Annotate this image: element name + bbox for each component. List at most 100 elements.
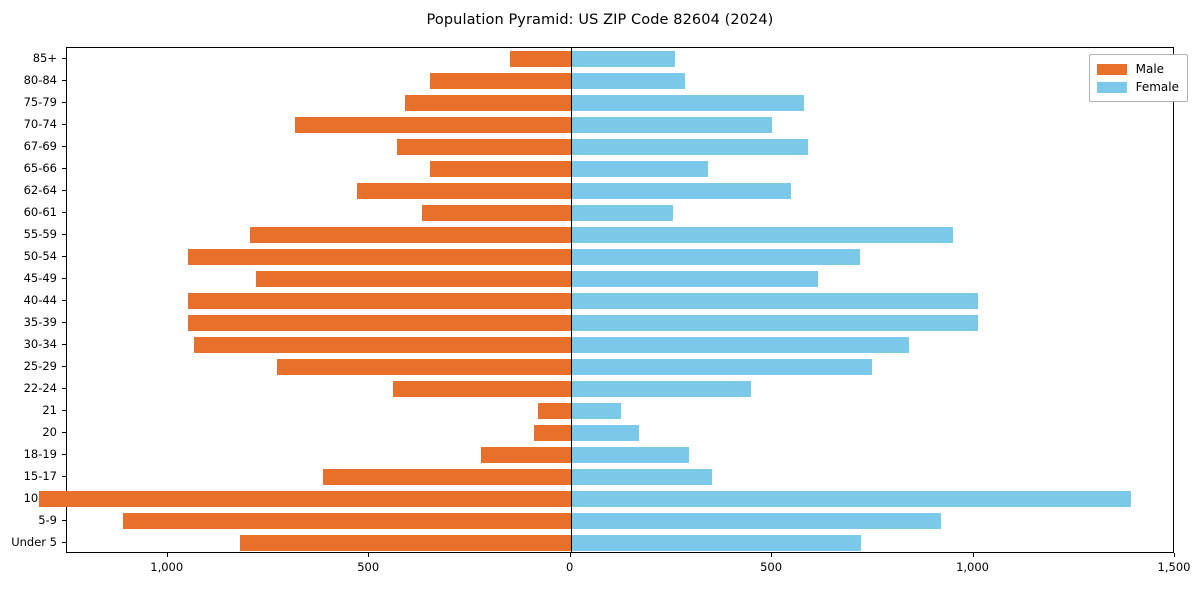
y-axis-tick-mark	[62, 212, 66, 214]
y-axis-tick-mark	[62, 190, 66, 192]
y-axis-tick-label: 45-49	[23, 271, 57, 285]
legend-label: Male	[1135, 62, 1165, 76]
bar-male	[429, 161, 571, 177]
legend-swatch-icon	[1096, 63, 1127, 75]
y-axis-tick-mark	[62, 168, 66, 170]
y-axis-tick-label: 5-9	[38, 513, 57, 527]
bar-female	[570, 183, 792, 199]
y-axis-tick-mark	[62, 410, 66, 412]
bar-male	[250, 227, 571, 243]
bar-male	[294, 117, 571, 133]
bar-male	[481, 447, 571, 463]
y-axis-tick-label: 35-39	[23, 315, 57, 329]
y-axis-tick-label: 25-29	[23, 359, 57, 373]
y-axis-tick-label: 67-69	[23, 139, 57, 153]
y-axis-tick-mark	[62, 146, 66, 148]
y-axis-tick-label: 30-34	[23, 337, 57, 351]
zero-axis-line	[570, 48, 572, 552]
bar-female	[570, 315, 978, 331]
x-axis-tick-label: 0	[565, 560, 574, 574]
y-axis-tick-label: 55-59	[23, 227, 57, 241]
bar-female	[570, 271, 818, 287]
y-axis-tick-mark	[62, 520, 66, 522]
y-axis-labels: 85+ 80-84 75-79 70-74 67-69 65-66 62-64 60-61 55…	[0, 47, 66, 553]
bar-male	[187, 249, 571, 265]
bar-female	[570, 73, 685, 89]
bar-male	[193, 337, 571, 353]
x-axis-tick-mark	[166, 553, 168, 557]
y-axis-tick-label: 62-64	[23, 183, 57, 197]
bar-male	[187, 315, 571, 331]
legend-item-male[interactable]: Male	[1096, 60, 1179, 78]
y-axis-tick-mark	[62, 102, 66, 104]
y-axis-tick-label: 21	[42, 403, 57, 417]
plot-area	[38, 47, 1174, 553]
y-axis-tick-mark	[62, 542, 66, 544]
y-axis-tick-label: 18-19	[23, 447, 57, 461]
y-axis-tick-label: 85+	[32, 51, 57, 65]
y-axis-tick-mark	[62, 454, 66, 456]
bar-male	[405, 95, 571, 111]
y-axis-tick-label: 65-66	[23, 161, 57, 175]
x-axis-tick-mark	[368, 553, 370, 557]
y-axis-tick-label: Under 5	[11, 535, 57, 549]
bar-male	[421, 205, 571, 221]
y-axis-tick-mark	[62, 124, 66, 126]
bar-female	[570, 469, 712, 485]
x-axis-tick-mark	[972, 553, 974, 557]
bar-female	[570, 139, 809, 155]
y-axis-tick-label: 22-24	[23, 381, 57, 395]
bar-male	[123, 513, 571, 529]
chart-title: Population Pyramid: US ZIP Code 82604 (2…	[426, 12, 774, 28]
bar-male	[510, 51, 571, 67]
y-axis-tick-label: 80-84	[23, 73, 57, 87]
bar-female	[570, 513, 942, 529]
bar-female	[570, 95, 804, 111]
y-axis-tick-mark	[62, 80, 66, 82]
x-axis-tick-mark	[771, 553, 773, 557]
bar-male	[393, 381, 571, 397]
bar-female	[570, 491, 1131, 507]
y-axis-tick-mark	[62, 256, 66, 258]
chart-legend: Male Female	[1088, 54, 1188, 102]
x-axis-tick-label: 1,500	[1157, 560, 1191, 574]
y-axis-tick-mark	[62, 476, 66, 478]
bar-female	[570, 425, 640, 441]
x-axis-tick-label: 500	[357, 560, 380, 574]
y-axis-tick-mark	[62, 322, 66, 324]
bar-male	[322, 469, 571, 485]
y-axis-tick-mark	[62, 432, 66, 434]
x-axis: 1,000 500 0 500 1,000 1,500	[0, 553, 1200, 593]
bar-female	[570, 337, 910, 353]
y-axis-tick-mark	[62, 344, 66, 346]
y-axis-tick-label: 20	[42, 425, 57, 439]
bar-male	[357, 183, 571, 199]
y-axis-tick-label: 70-74	[23, 117, 57, 131]
x-axis-tick-label: 1,000	[956, 560, 989, 574]
y-axis-tick-label: 40-44	[23, 293, 57, 307]
legend-item-female[interactable]: Female	[1096, 78, 1179, 96]
bar-female	[570, 447, 690, 463]
bar-female	[570, 161, 708, 177]
bar-male	[397, 139, 571, 155]
bar-female	[570, 51, 675, 67]
y-axis-tick-label: 50-54	[23, 249, 57, 263]
bar-male	[538, 403, 571, 419]
bar-male	[256, 271, 571, 287]
x-axis-tick-mark	[569, 553, 571, 557]
bar-female	[570, 381, 751, 397]
y-axis-tick-mark	[62, 366, 66, 368]
y-axis-tick-mark	[62, 300, 66, 302]
y-axis-tick-label: 15-17	[23, 469, 57, 483]
bar-female	[570, 205, 673, 221]
bar-female	[570, 403, 621, 419]
bar-female	[570, 117, 773, 133]
bar-female	[570, 535, 861, 551]
y-axis-tick-mark	[62, 234, 66, 236]
bar-female	[570, 359, 872, 375]
bars-layer	[38, 48, 1173, 552]
legend-swatch-icon	[1096, 81, 1127, 93]
x-axis-tick-mark	[1174, 553, 1176, 557]
x-axis-tick-label: 500	[760, 560, 783, 574]
